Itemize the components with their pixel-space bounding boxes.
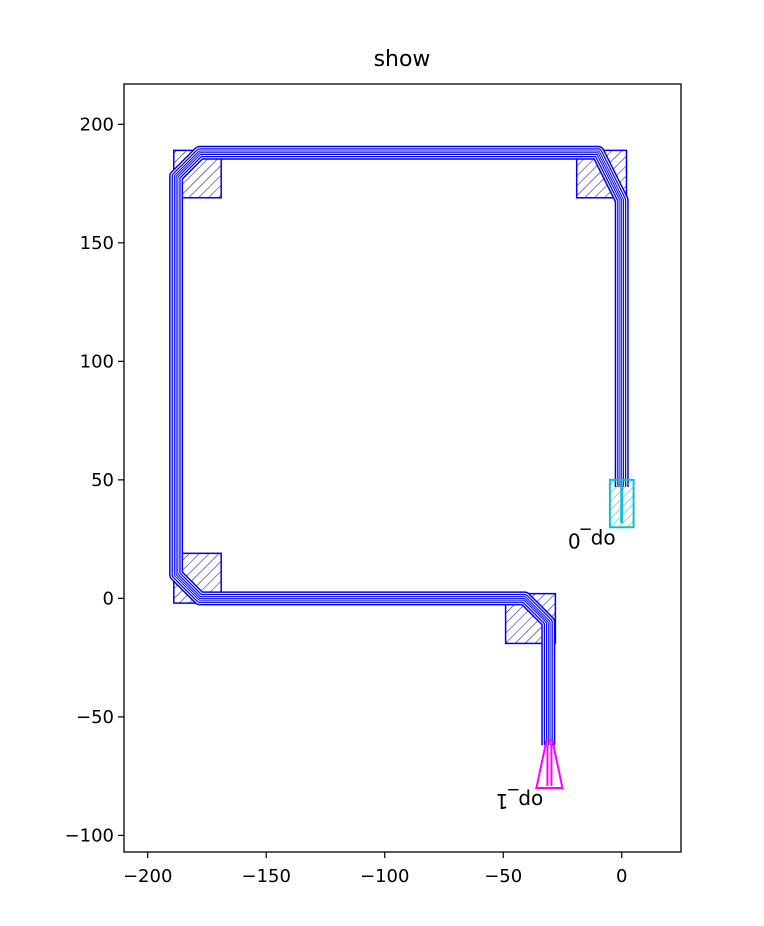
y-axis: −100 −50 0 50 100 150 200 <box>65 114 124 846</box>
x-axis: −200 −150 −100 −50 0 <box>123 852 627 887</box>
port-label-op_1: op_1 <box>496 789 544 813</box>
x-tick-label: 0 <box>616 866 627 887</box>
y-tick-label: −100 <box>65 825 114 846</box>
x-tick-label: −50 <box>484 866 522 887</box>
x-tick-label: −200 <box>123 866 172 887</box>
waveguide <box>169 145 629 746</box>
x-tick-label: −150 <box>241 866 290 887</box>
y-tick-label: 150 <box>80 233 114 254</box>
y-tick-label: 200 <box>80 114 114 135</box>
y-tick-label: −50 <box>76 707 114 728</box>
y-tick-label: 0 <box>103 588 114 609</box>
port-labels: op_0 op_1 <box>496 528 616 813</box>
y-tick-label: 50 <box>91 470 114 491</box>
x-tick-label: −100 <box>360 866 409 887</box>
port-op_1 <box>535 739 564 789</box>
waveguide-layer-1 <box>169 145 629 746</box>
axes-frame <box>123 83 682 853</box>
chart-title: show <box>374 47 431 72</box>
y-tick-label: 100 <box>80 351 114 372</box>
waveguide-layer-7 <box>175 152 623 746</box>
plot-area <box>169 145 635 789</box>
port-label-op_0: op_0 <box>568 528 616 552</box>
